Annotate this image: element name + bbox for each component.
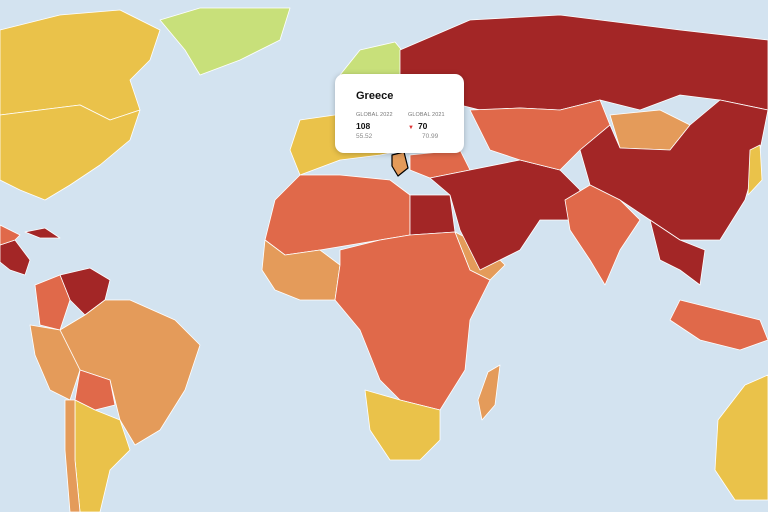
country-indonesia[interactable] [669,299,768,351]
country-greece[interactable] [391,151,409,177]
global-2021-column: GLOBAL 2021 ▼ 70 70.99 [408,112,460,140]
global-2021-score: 70.99 [422,133,439,140]
country-colombia[interactable] [34,274,71,331]
global-2021-label: GLOBAL 2021 [408,112,445,118]
country-mexico[interactable] [0,239,31,276]
country-india[interactable] [564,184,641,286]
global-2022-label: GLOBAL 2022 [356,112,393,118]
country-southeast-asia[interactable] [649,219,706,286]
global-2022-score: 55.52 [356,133,373,140]
country-tooltip: Greece GLOBAL 2022 108 55.52 GLOBAL 2021… [335,74,464,153]
country-bolivia[interactable] [74,369,116,411]
country-australia[interactable] [714,374,768,501]
country-southern-africa[interactable] [364,389,441,461]
global-2022-column: GLOBAL 2022 108 55.52 [356,112,408,140]
arrow-down-icon: ▼ [408,125,414,131]
country-central-america[interactable] [0,224,21,246]
country-chile[interactable] [64,399,81,512]
country-canada[interactable] [0,9,161,121]
global-2022-rank: 108 [356,121,371,131]
tooltip-country-name: Greece [356,90,394,102]
global-2021-rank: 70 [417,121,428,131]
country-madagascar[interactable] [477,364,501,421]
country-greenland[interactable] [159,7,291,76]
country-cuba[interactable] [24,227,61,239]
country-middle-east[interactable] [429,159,581,271]
country-central-africa[interactable] [334,231,491,411]
country-usa[interactable] [0,104,141,201]
country-egypt[interactable] [409,194,456,236]
country-japan[interactable] [747,144,763,196]
